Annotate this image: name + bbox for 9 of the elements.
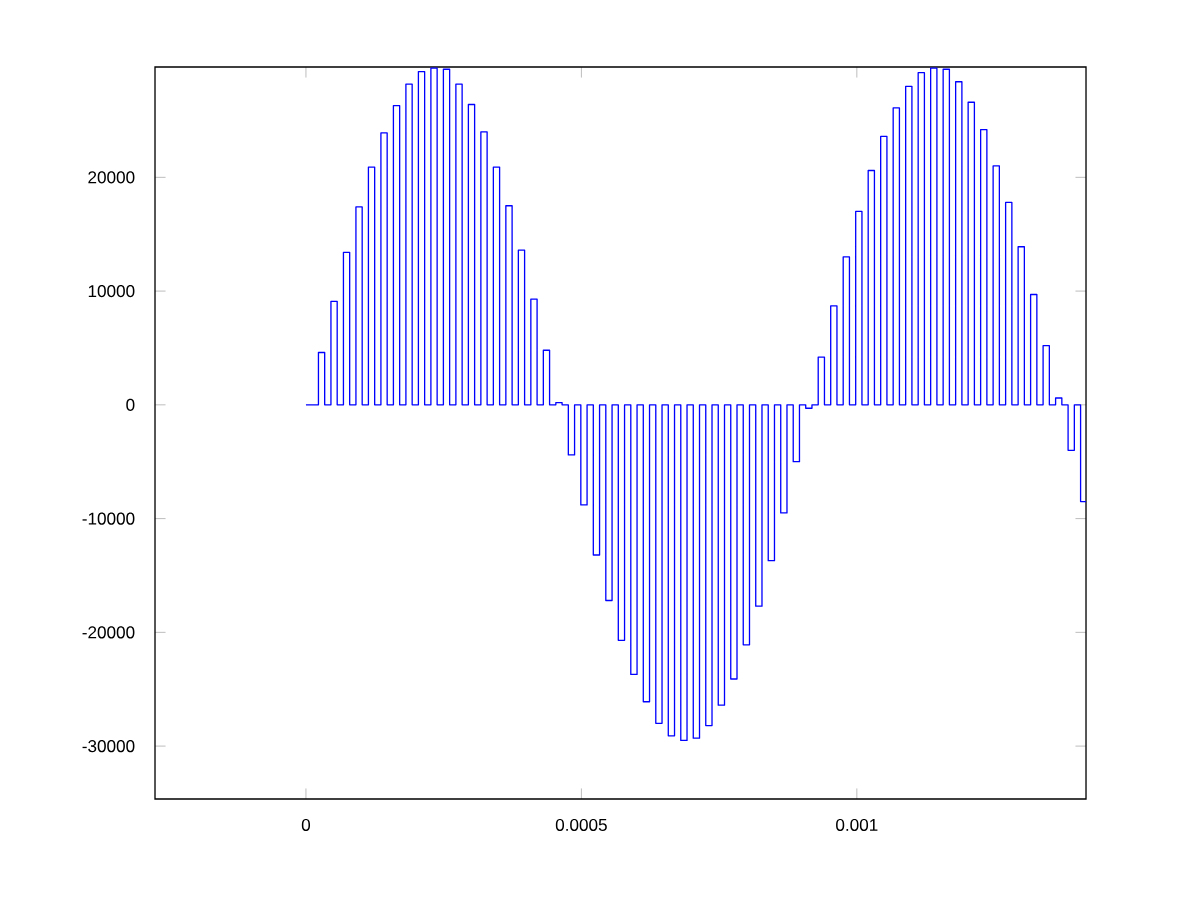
y-tick-label: 0: [126, 398, 135, 411]
x-tick-label: 0.0005: [555, 818, 607, 831]
y-tick-label: -30000: [82, 740, 135, 753]
y-tick-label: 20000: [88, 171, 135, 184]
x-tick-label: 0: [301, 818, 311, 831]
y-tick-label: -10000: [82, 512, 135, 525]
y-tick-label: -20000: [82, 626, 135, 639]
y-tick-label: 10000: [88, 285, 135, 298]
x-tick-label: 0.001: [836, 818, 878, 831]
